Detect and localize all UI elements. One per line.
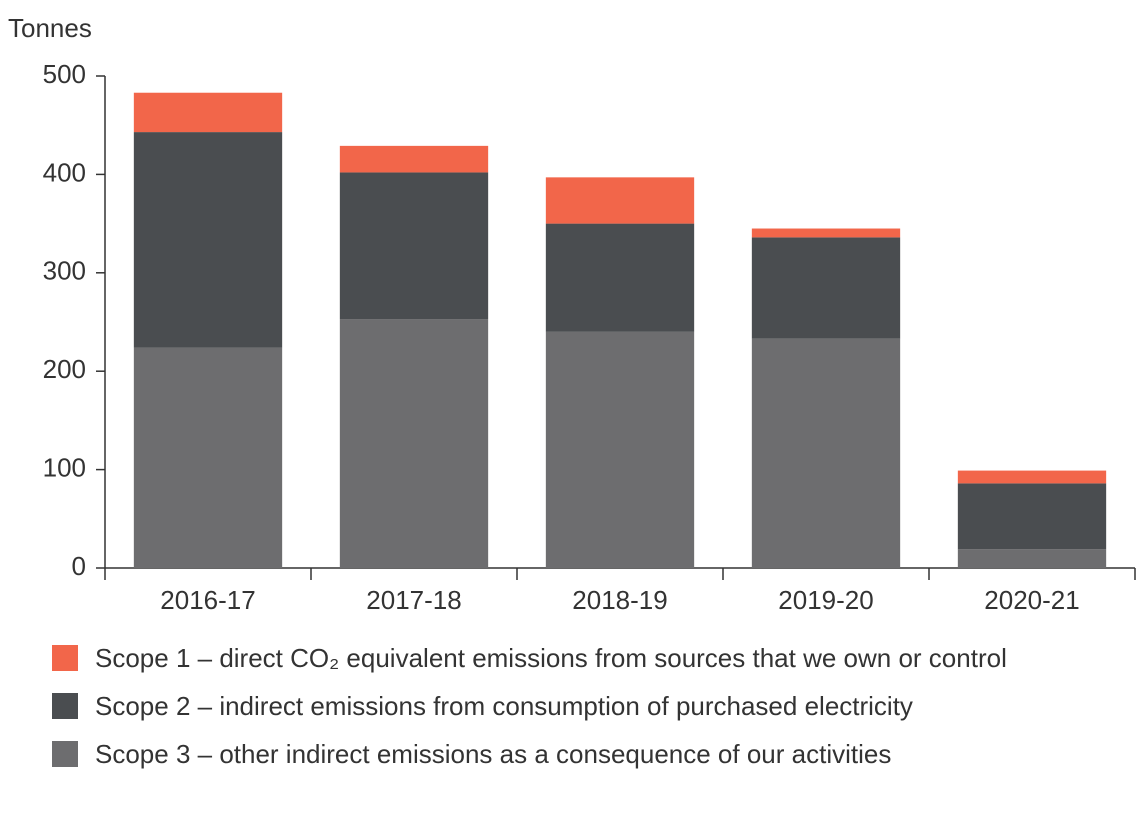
- x-tick-label: 2018-19: [572, 585, 667, 615]
- y-axis-label: Tonnes: [8, 13, 92, 43]
- legend-swatch: [52, 741, 78, 767]
- legend-swatch: [52, 645, 78, 671]
- bar-segment: [339, 172, 489, 320]
- bar-segment: [545, 331, 695, 568]
- bar-segment: [133, 92, 283, 133]
- legend-label: Scope 2 – indirect emissions from consum…: [95, 691, 913, 721]
- bar-segment: [133, 132, 283, 348]
- legend-item: Scope 3 – other indirect emissions as a …: [52, 736, 1135, 772]
- legend-label: Scope 1 – direct CO₂ equivalent emission…: [95, 643, 1007, 673]
- x-tick-label: 2016-17: [160, 585, 255, 615]
- bar-segment: [339, 319, 489, 568]
- bar-segment: [957, 549, 1107, 568]
- y-tick-label: 100: [43, 452, 86, 482]
- y-tick-label: 500: [43, 59, 86, 89]
- legend: Scope 1 – direct CO₂ equivalent emission…: [52, 640, 1139, 784]
- bar-segment: [957, 483, 1107, 550]
- x-tick-label: 2020-21: [984, 585, 1079, 615]
- chart: Tonnes 0 100 200 300 400 500 2016-17 2017-18 201…: [8, 13, 1136, 615]
- bar-segment: [957, 470, 1107, 484]
- bar-segment: [133, 347, 283, 568]
- legend-item: Scope 2 – indirect emissions from consum…: [52, 688, 1135, 724]
- x-tick-label: 2019-20: [778, 585, 873, 615]
- bar-segment: [339, 145, 489, 173]
- bar-segment: [751, 228, 901, 238]
- legend-swatch: [52, 693, 78, 719]
- legend-item: Scope 1 – direct CO₂ equivalent emission…: [52, 640, 1135, 676]
- legend-label: Scope 3 – other indirect emissions as a …: [95, 739, 892, 769]
- y-tick-label: 400: [43, 157, 86, 187]
- bar-segment: [545, 223, 695, 332]
- bar-segment: [751, 237, 901, 339]
- y-tick-label: 0: [72, 551, 86, 581]
- bar-segment: [751, 338, 901, 568]
- y-tick-label: 200: [43, 354, 86, 384]
- bar-segment: [545, 177, 695, 224]
- x-tick-label: 2017-18: [366, 585, 461, 615]
- y-tick-label: 300: [43, 256, 86, 286]
